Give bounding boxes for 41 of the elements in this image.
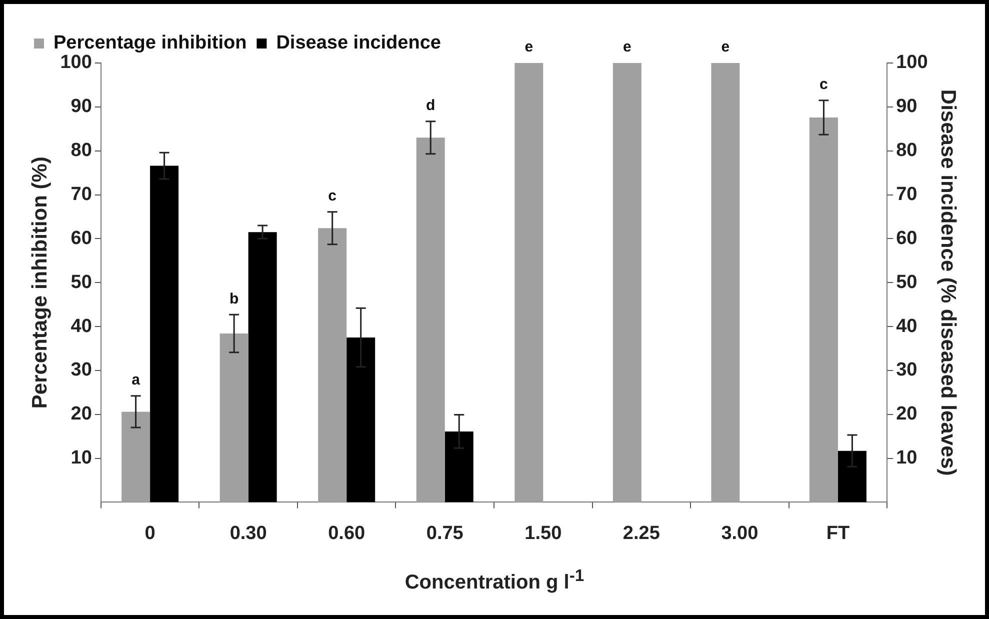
y-tick-label: 50 bbox=[70, 272, 92, 293]
y2-tick-label: 10 bbox=[896, 448, 918, 469]
y-tick-label: 40 bbox=[70, 316, 92, 337]
y2-axis-title: Disease incidence (% diseased leaves) bbox=[936, 89, 960, 476]
data-label: a bbox=[132, 372, 141, 389]
data-label: e bbox=[721, 38, 730, 56]
y-axis-title: Percentage inhibition (%) bbox=[28, 156, 52, 409]
legend-label: Percentage inhibition bbox=[54, 32, 247, 54]
y2-tick-label: 80 bbox=[896, 140, 918, 162]
y2-tick-label: 30 bbox=[896, 360, 918, 381]
y2-tick-label: 40 bbox=[896, 316, 918, 337]
data-label: c bbox=[820, 76, 828, 93]
y-tick-label: 70 bbox=[70, 184, 92, 205]
x-axis-title: Concentration g l$^{-1}$ bbox=[404, 566, 586, 595]
y-tick-label: 10 bbox=[70, 448, 92, 469]
y2-tick-label: 90 bbox=[896, 96, 918, 118]
x-tick-label: 0.30 bbox=[230, 522, 267, 544]
x-tick-label: 3.00 bbox=[721, 522, 758, 544]
data-label: e bbox=[524, 38, 534, 56]
y-tick-label: 90 bbox=[70, 96, 92, 118]
x-tick-label: 0.75 bbox=[426, 522, 464, 544]
x-tick-label: 1.50 bbox=[524, 522, 562, 544]
x-tick-label: FT bbox=[826, 522, 850, 544]
x-tick-label: 0 bbox=[144, 522, 156, 544]
data-label: d bbox=[426, 97, 436, 114]
y-tick-label: 60 bbox=[70, 228, 92, 249]
x-tick-label: 0.60 bbox=[328, 522, 366, 544]
x-tick-label: 2.25 bbox=[622, 522, 660, 544]
y-tick-label: 20 bbox=[70, 404, 92, 425]
data-label: e bbox=[622, 38, 632, 56]
legend-label: Disease incidence bbox=[276, 32, 441, 54]
y2-tick-label: 60 bbox=[896, 228, 918, 249]
y-tick-label: 100 bbox=[60, 52, 92, 74]
data-label: b bbox=[229, 290, 239, 308]
y2-tick-label: 70 bbox=[896, 184, 918, 205]
y-tick-label: 30 bbox=[70, 360, 92, 381]
y-tick-label: 80 bbox=[70, 140, 92, 162]
y2-tick-label: 50 bbox=[896, 272, 918, 293]
y2-tick-label: 20 bbox=[896, 404, 918, 425]
y2-tick-label: 100 bbox=[896, 52, 928, 74]
data-label: c bbox=[328, 188, 337, 205]
